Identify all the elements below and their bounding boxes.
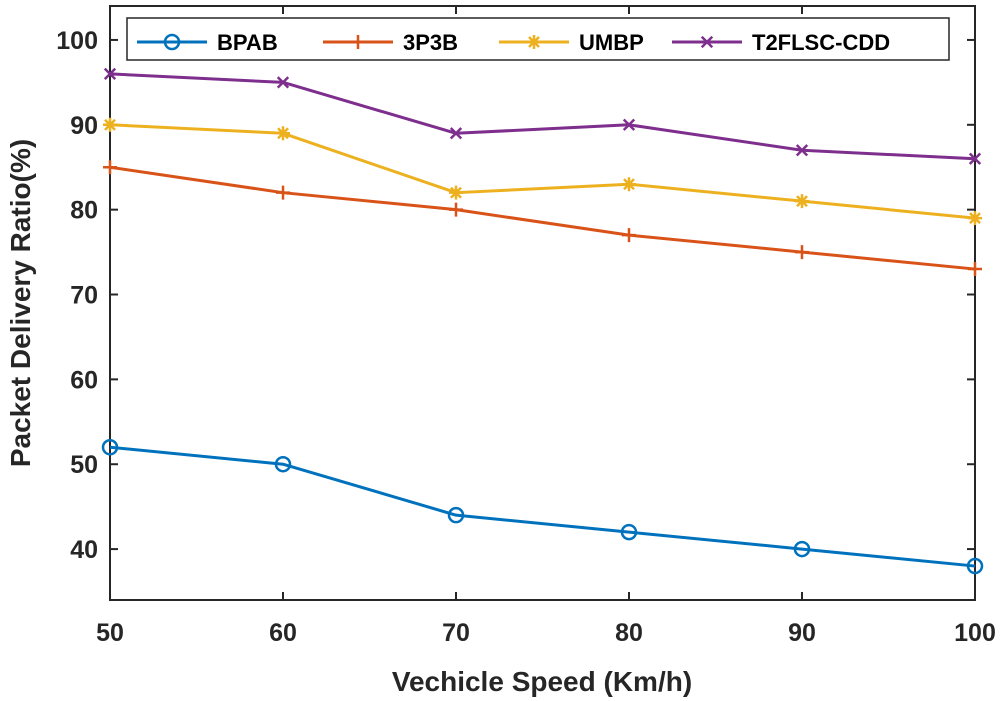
legend-item-t2flsc-cdd: T2FLSC-CDD	[672, 30, 890, 55]
data-point-3p3b	[276, 185, 290, 200]
legend-label-bpab: BPAB	[217, 30, 278, 55]
y-axis-title: Packet Delivery Ratio(%)	[5, 139, 36, 467]
legend-marker-t2flsc-cdd	[700, 35, 714, 49]
legend-marker-bpab	[163, 33, 181, 51]
data-point-3p3b	[622, 228, 636, 243]
legend-label-umbp: UMBP	[579, 30, 644, 55]
data-point-t2flsc-cdd	[622, 118, 636, 131]
legend-label-3p3b: 3P3B	[403, 30, 458, 55]
data-point-umbp	[622, 177, 636, 192]
x-tick-label: 70	[442, 619, 470, 647]
data-point-t2flsc-cdd	[276, 76, 290, 89]
legend: BPAB 3P3B UMBP T2FLSC-CDD	[126, 17, 950, 61]
y-tick-label: 60	[70, 366, 98, 394]
data-point-3p3b	[449, 202, 463, 217]
series-line-bpab	[109, 445, 976, 568]
series-layer	[101, 67, 984, 575]
x-tick-label: 100	[954, 619, 996, 647]
x-axis-title: Vechicle Speed (Km/h)	[392, 666, 692, 697]
data-point-bpab	[793, 540, 811, 558]
y-tick-label: 80	[70, 197, 98, 225]
data-point-t2flsc-cdd	[968, 152, 982, 165]
plot-area	[109, 5, 976, 601]
data-point-umbp	[968, 211, 982, 226]
legend-marker-umbp	[527, 35, 541, 49]
x-tick-label: 50	[96, 619, 124, 647]
series-bpab	[101, 439, 984, 575]
data-point-t2flsc-cdd	[103, 67, 117, 81]
y-tick-label: 40	[70, 536, 98, 564]
series-line-umbp	[109, 123, 976, 220]
legend-item-bpab: BPAB	[137, 30, 278, 55]
data-point-umbp	[103, 117, 117, 132]
y-tick-label: 100	[56, 27, 98, 55]
x-axis: 50 60 70 80 90 100	[96, 6, 996, 647]
x-tick-label: 80	[615, 619, 643, 647]
data-point-3p3b	[795, 245, 809, 260]
data-point-umbp	[276, 126, 290, 141]
y-tick-label: 90	[70, 112, 98, 140]
data-point-umbp	[795, 194, 809, 209]
data-point-bpab	[966, 557, 984, 575]
legend-marker-3p3b	[351, 35, 365, 49]
x-tick-label: 90	[788, 619, 816, 647]
y-tick-label: 70	[70, 282, 98, 310]
x-tick-label: 60	[269, 619, 297, 647]
series-t2flsc-cdd	[103, 67, 982, 165]
data-point-t2flsc-cdd	[795, 144, 809, 157]
series-umbp	[103, 117, 982, 226]
data-point-3p3b	[968, 262, 982, 277]
data-point-bpab	[620, 523, 638, 541]
data-point-bpab	[447, 506, 465, 524]
series-line-t2flsc-cdd	[109, 72, 976, 161]
y-tick-label: 50	[70, 451, 98, 479]
series-3p3b	[103, 160, 982, 277]
data-point-3p3b	[103, 160, 117, 175]
data-point-bpab	[101, 439, 119, 456]
data-point-bpab	[274, 455, 292, 473]
series-line-3p3b	[109, 165, 976, 271]
legend-item-3p3b: 3P3B	[323, 30, 458, 55]
legend-item-umbp: UMBP	[499, 30, 644, 55]
y-axis: 40 50 60 70 80 90 100	[56, 27, 975, 564]
data-point-t2flsc-cdd	[449, 127, 463, 140]
legend-label-t2flsc-cdd: T2FLSC-CDD	[752, 30, 890, 55]
data-point-umbp	[449, 185, 463, 200]
